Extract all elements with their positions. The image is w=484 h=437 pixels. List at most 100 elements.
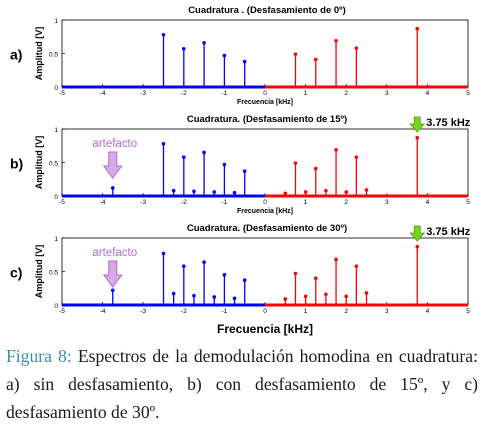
y-tick-label: 0.5 xyxy=(49,161,58,168)
shared-x-axis-label: Frecuencia [kHz] xyxy=(217,322,313,336)
stem-point xyxy=(182,47,186,51)
spectra-figure: Cuadratura . (Desfasamiento de 0º) a) Ampl… xyxy=(10,5,471,336)
x-tick-label: 0 xyxy=(263,308,267,315)
stem-point xyxy=(313,57,318,62)
x-tick-label: -4 xyxy=(100,90,106,97)
artefacto-arrow xyxy=(102,260,123,288)
x-axis-label: Frecuencia [kHz] xyxy=(237,208,293,215)
stem-point xyxy=(161,141,166,146)
stem-point xyxy=(344,190,349,194)
stem-point xyxy=(161,32,166,37)
artefacto-annotation: artefacto xyxy=(92,247,137,259)
stem-point xyxy=(212,190,217,194)
y-tick-label: 1 xyxy=(54,18,58,25)
caption-label: Figura 8: xyxy=(6,346,72,366)
chart-title: Cuadratura . (Desfasamiento de 0º) xyxy=(188,5,346,16)
x-tick-label: 2 xyxy=(344,199,348,206)
stem-point xyxy=(192,189,196,194)
x-tick-label: -3 xyxy=(140,199,146,206)
stem-point xyxy=(334,38,338,43)
x-tick-label: 3 xyxy=(385,308,389,315)
stem-point xyxy=(232,190,237,195)
stem-point xyxy=(182,264,186,268)
stem-point xyxy=(202,260,206,264)
y-axis-label: Amplitud [V] xyxy=(34,136,44,190)
x-tick-label: -5 xyxy=(59,308,65,315)
figure-caption: Figura 8: Espectros de la demodulación h… xyxy=(6,342,478,426)
x-tick-label: -4 xyxy=(100,199,106,206)
stem-point xyxy=(171,291,176,296)
stem-point xyxy=(182,155,186,159)
stem-point xyxy=(283,191,288,196)
x-tick-label: 2 xyxy=(344,308,348,315)
y-tick-label: 0.5 xyxy=(49,52,58,59)
x-tick-label: -2 xyxy=(181,308,187,315)
frequency-marker-label: 3.75 kHz xyxy=(426,226,471,238)
stem-point xyxy=(303,294,308,299)
y-tick-label: 0.5 xyxy=(49,270,58,277)
x-tick-label: -5 xyxy=(59,199,65,206)
y-tick-label: 0 xyxy=(54,194,58,201)
stem-point xyxy=(232,296,237,301)
stem-point xyxy=(354,155,359,159)
stem-point xyxy=(313,276,318,281)
stem-point xyxy=(334,147,338,152)
stem-point xyxy=(110,186,115,190)
x-tick-label: -2 xyxy=(181,199,187,206)
stem-point xyxy=(303,190,308,194)
y-tick-label: 1 xyxy=(54,236,58,243)
panel-label: b) xyxy=(10,156,23,172)
x-tick-label: 4 xyxy=(426,199,430,206)
y-tick-label: 1 xyxy=(54,127,58,134)
panel-1: Cuadratura . (Desfasamiento de 0º) a) Ampl… xyxy=(10,5,470,106)
chart-title: Cuadratura. (Desfasamiento de 30º) xyxy=(187,223,347,234)
x-tick-label: 1 xyxy=(304,90,308,97)
x-tick-label: 0 xyxy=(263,199,267,206)
stem-point xyxy=(344,294,349,299)
stem-point xyxy=(415,244,420,249)
x-tick-label: -3 xyxy=(140,308,146,315)
stem-point xyxy=(283,297,288,301)
stem-point xyxy=(293,161,298,165)
x-tick-label: 5 xyxy=(466,308,470,315)
x-tick-label: 5 xyxy=(466,199,470,206)
x-tick-label: 5 xyxy=(466,90,470,97)
x-tick-label: 1 xyxy=(304,199,308,206)
panel-2: Cuadratura. (Desfasamiento de 15º) b) Ampl… xyxy=(10,114,471,215)
x-tick-label: 4 xyxy=(426,308,430,315)
stem-point xyxy=(242,169,247,174)
x-tick-label: 4 xyxy=(426,90,430,97)
frequency-marker-label: 3.75 kHz xyxy=(426,117,471,129)
stem-point xyxy=(334,257,338,262)
stem-point xyxy=(242,278,247,283)
stem-point xyxy=(222,53,227,58)
stem-point xyxy=(293,271,298,276)
stem-point xyxy=(202,150,206,155)
x-tick-label: 0 xyxy=(263,90,267,97)
stem-point xyxy=(313,166,318,171)
stem-point xyxy=(324,188,328,193)
y-tick-label: 0 xyxy=(54,85,58,92)
y-axis-label: Amplitud [V] xyxy=(34,27,44,81)
stem-point xyxy=(354,46,359,50)
x-tick-label: -1 xyxy=(222,90,228,97)
stem-point xyxy=(364,188,369,192)
caption-text: Espectros de la demodulación homodina en… xyxy=(6,346,478,422)
panel-label: a) xyxy=(10,47,22,63)
x-tick-label: 1 xyxy=(304,308,308,315)
stem-point xyxy=(293,52,298,56)
x-tick-label: 2 xyxy=(344,90,348,97)
artefacto-annotation: artefacto xyxy=(92,138,137,150)
y-axis-label: Amplitud [V] xyxy=(34,245,44,299)
stem-point xyxy=(364,291,369,295)
stem-point xyxy=(161,251,166,256)
stem-point xyxy=(222,162,227,167)
panel-3: Cuadratura. (Desfasamiento de 30º) c) Ampl… xyxy=(10,223,471,315)
stem-point xyxy=(171,188,176,193)
stem-point xyxy=(242,59,247,64)
panel-label: c) xyxy=(10,265,22,281)
stem-point xyxy=(192,293,196,298)
x-tick-label: -1 xyxy=(222,199,228,206)
x-tick-label: -5 xyxy=(59,90,65,97)
stem-point xyxy=(202,40,206,45)
